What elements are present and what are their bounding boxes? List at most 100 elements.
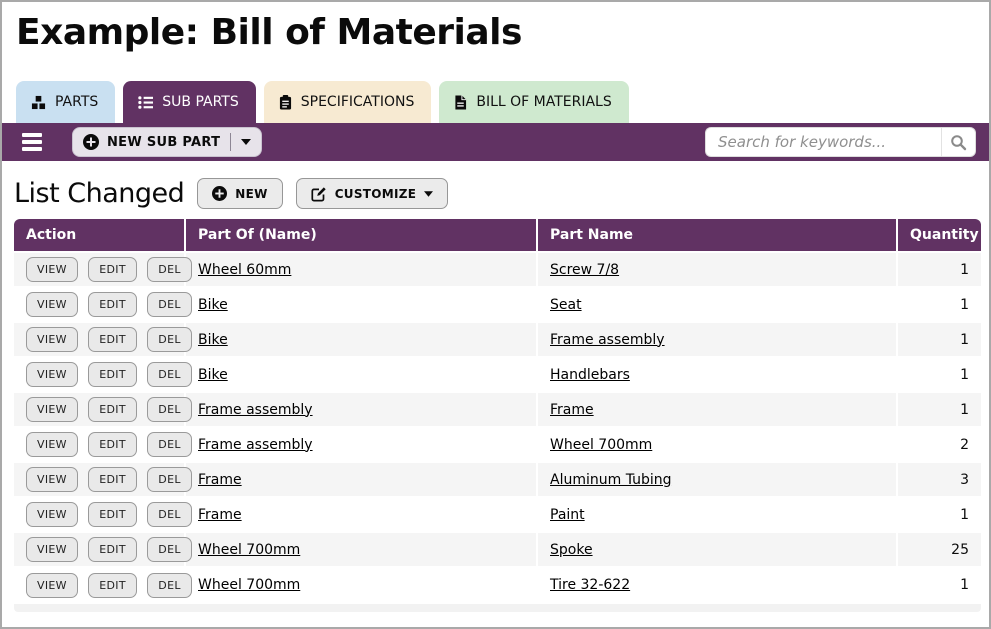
part-of-cell: Bike xyxy=(184,322,537,357)
table-row: VIEW EDIT DEL Wheel 700mm Tire 32-622 1 xyxy=(14,567,981,602)
tab-specifications[interactable]: SPECIFICATIONS xyxy=(263,81,432,123)
view-button[interactable]: VIEW xyxy=(26,397,78,422)
del-button[interactable]: DEL xyxy=(147,362,192,387)
edit-button[interactable]: EDIT xyxy=(88,257,137,282)
part-of-link[interactable]: Wheel 700mm xyxy=(198,541,301,558)
part-of-link[interactable]: Wheel 60mm xyxy=(198,261,292,278)
menu-icon[interactable] xyxy=(22,133,42,151)
quantity-cell: 1 xyxy=(896,287,981,322)
part-of-cell: Frame xyxy=(184,497,537,532)
quantity-cell: 1 xyxy=(896,497,981,532)
column-header-quantity: Quantity xyxy=(896,219,981,252)
tab-label: BILL OF MATERIALS xyxy=(476,94,612,110)
cubes-icon xyxy=(31,95,46,110)
view-button[interactable]: VIEW xyxy=(26,292,78,317)
part-of-link[interactable]: Frame assembly xyxy=(198,401,313,418)
action-cell: VIEW EDIT DEL xyxy=(14,462,192,497)
edit-button[interactable]: EDIT xyxy=(88,432,137,457)
table-row: VIEW EDIT DEL Wheel 700mm Spoke 25 xyxy=(14,532,981,567)
part-name-link[interactable]: Spoke xyxy=(550,541,593,558)
tab-bar: PARTS SUB PARTS xyxy=(16,81,989,123)
table-row: VIEW EDIT DEL Frame assembly Wheel 700mm… xyxy=(14,427,981,462)
list-header: List Changed NEW CUSTOMIZE xyxy=(14,178,989,209)
new-sub-part-button[interactable]: NEW SUB PART xyxy=(72,127,263,157)
del-button[interactable]: DEL xyxy=(147,502,192,527)
column-header-part-of: Part Of (Name) xyxy=(184,219,537,252)
part-name-link[interactable]: Frame assembly xyxy=(550,331,665,348)
part-name-link[interactable]: Frame xyxy=(550,401,594,418)
part-name-cell: Wheel 700mm xyxy=(536,427,897,462)
customize-button-label: CUSTOMIZE xyxy=(334,186,417,201)
part-name-cell: Spoke xyxy=(536,532,897,567)
part-name-link[interactable]: Aluminum Tubing xyxy=(550,471,672,488)
view-button[interactable]: VIEW xyxy=(26,502,78,527)
part-of-link[interactable]: Bike xyxy=(198,296,228,313)
search-group xyxy=(705,127,976,157)
view-button[interactable]: VIEW xyxy=(26,327,78,352)
part-name-link[interactable]: Seat xyxy=(550,296,582,313)
part-name-link[interactable]: Tire 32-622 xyxy=(550,577,631,593)
del-button[interactable]: DEL xyxy=(147,467,192,492)
view-button[interactable]: VIEW xyxy=(26,257,78,282)
table-footer xyxy=(14,604,981,612)
column-header-action: Action xyxy=(14,219,185,252)
quantity-cell: 2 xyxy=(896,427,981,462)
part-name-cell: Frame assembly xyxy=(536,322,897,357)
quantity-cell: 3 xyxy=(896,462,981,497)
part-of-link[interactable]: Frame assembly xyxy=(198,436,313,453)
del-button[interactable]: DEL xyxy=(147,292,192,317)
del-button[interactable]: DEL xyxy=(147,257,192,282)
tab-parts[interactable]: PARTS xyxy=(16,81,116,123)
action-cell: VIEW EDIT DEL xyxy=(14,392,192,427)
part-name-link[interactable]: Wheel 700mm xyxy=(550,436,653,453)
action-cell: VIEW EDIT DEL xyxy=(14,322,192,357)
edit-button[interactable]: EDIT xyxy=(88,572,137,598)
edit-button[interactable]: EDIT xyxy=(88,502,137,527)
edit-button[interactable]: EDIT xyxy=(88,467,137,492)
new-button[interactable]: NEW xyxy=(197,178,283,209)
part-of-link[interactable]: Frame xyxy=(198,471,242,488)
button-divider xyxy=(230,133,232,151)
part-of-link[interactable]: Frame xyxy=(198,506,242,523)
part-of-link[interactable]: Wheel 700mm xyxy=(198,577,301,593)
clipboard-icon xyxy=(279,94,292,110)
del-button[interactable]: DEL xyxy=(147,572,192,598)
view-button[interactable]: VIEW xyxy=(26,467,78,492)
customize-button[interactable]: CUSTOMIZE xyxy=(295,178,449,209)
del-button[interactable]: DEL xyxy=(147,327,192,352)
part-name-link[interactable]: Handlebars xyxy=(550,366,630,383)
view-button[interactable]: VIEW xyxy=(26,432,78,457)
del-button[interactable]: DEL xyxy=(147,397,192,422)
part-name-link[interactable]: Screw 7/8 xyxy=(550,261,620,278)
tab-sub-parts[interactable]: SUB PARTS xyxy=(123,81,256,123)
tab-label: SUB PARTS xyxy=(162,94,239,110)
part-of-link[interactable]: Bike xyxy=(198,366,228,383)
part-of-cell: Bike xyxy=(184,357,537,392)
edit-button[interactable]: EDIT xyxy=(88,292,137,317)
search-input[interactable] xyxy=(705,127,941,157)
action-cell: VIEW EDIT DEL xyxy=(14,567,192,602)
edit-button[interactable]: EDIT xyxy=(88,537,137,562)
del-button[interactable]: DEL xyxy=(147,537,192,562)
part-name-link[interactable]: Paint xyxy=(550,506,585,523)
caret-down-icon[interactable] xyxy=(241,139,252,145)
quantity-cell: 1 xyxy=(896,392,981,427)
part-of-link[interactable]: Bike xyxy=(198,331,228,348)
edit-button[interactable]: EDIT xyxy=(88,397,137,422)
action-cell: VIEW EDIT DEL xyxy=(14,497,192,532)
view-button[interactable]: VIEW xyxy=(26,537,78,562)
table-row: VIEW EDIT DEL Frame Paint 1 xyxy=(14,497,981,532)
quantity-cell: 1 xyxy=(896,322,981,357)
edit-button[interactable]: EDIT xyxy=(88,362,137,387)
del-button[interactable]: DEL xyxy=(147,432,192,457)
part-of-cell: Wheel 700mm xyxy=(184,567,537,602)
search-button[interactable] xyxy=(941,127,976,157)
part-name-cell: Handlebars xyxy=(536,357,897,392)
part-of-cell: Bike xyxy=(184,287,537,322)
edit-button[interactable]: EDIT xyxy=(88,327,137,352)
tab-bill-of-materials[interactable]: BILL OF MATERIALS xyxy=(439,81,629,123)
part-of-cell: Wheel 60mm xyxy=(184,252,537,287)
view-button[interactable]: VIEW xyxy=(26,572,78,598)
view-button[interactable]: VIEW xyxy=(26,362,78,387)
